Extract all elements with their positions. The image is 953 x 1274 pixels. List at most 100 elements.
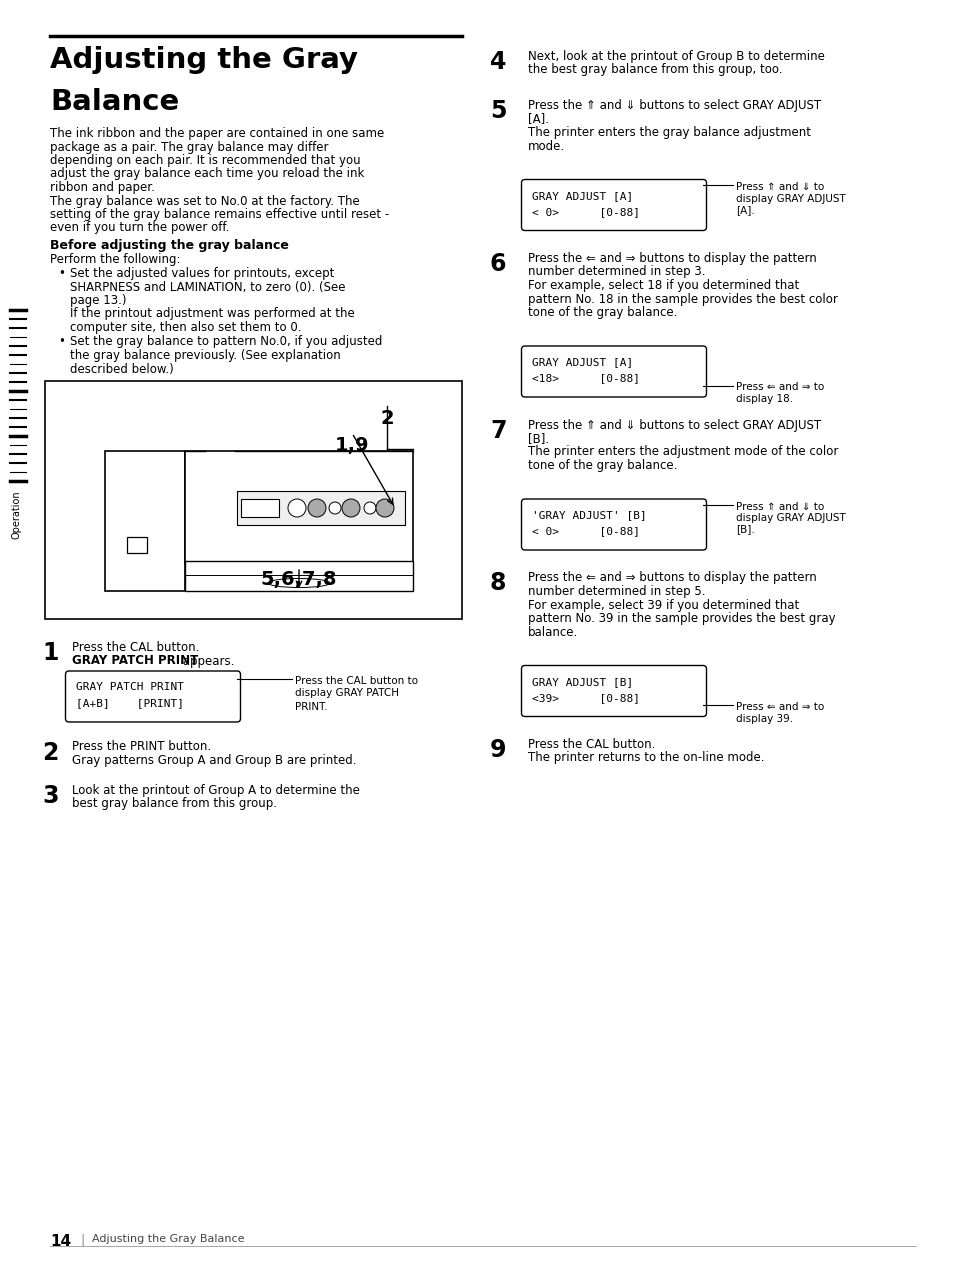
Text: GRAY PATCH PRINT: GRAY PATCH PRINT <box>76 683 184 693</box>
Text: depending on each pair. It is recommended that you: depending on each pair. It is recommende… <box>50 154 360 167</box>
Text: 'GRAY ADJUST' [B]: 'GRAY ADJUST' [B] <box>532 511 646 521</box>
Bar <box>127 538 147 553</box>
Text: Press ⇑ and ⇓ to: Press ⇑ and ⇓ to <box>735 182 823 192</box>
Text: adjust the gray balance each time you reload the ink: adjust the gray balance each time you re… <box>50 167 364 181</box>
Text: computer site, then also set them to 0.: computer site, then also set them to 0. <box>70 321 301 334</box>
Text: < 0>      [0-88]: < 0> [0-88] <box>532 206 639 217</box>
Text: 14: 14 <box>50 1235 71 1249</box>
Text: Press ⇐ and ⇒ to: Press ⇐ and ⇒ to <box>735 702 823 712</box>
Bar <box>241 499 278 517</box>
Text: [A+B]    [PRINT]: [A+B] [PRINT] <box>76 698 184 708</box>
Text: Press ⇑ and ⇓ to: Press ⇑ and ⇓ to <box>735 502 823 511</box>
Text: Press ⇐ and ⇒ to: Press ⇐ and ⇒ to <box>735 382 823 392</box>
Text: Operation: Operation <box>12 490 22 539</box>
Text: balance.: balance. <box>527 626 578 638</box>
Bar <box>236 490 405 525</box>
Text: 7: 7 <box>490 418 506 442</box>
Text: Set the gray balance to pattern No.0, if you adjusted: Set the gray balance to pattern No.0, if… <box>70 335 382 349</box>
Text: Press the CAL button to: Press the CAL button to <box>294 675 417 685</box>
Text: described below.): described below.) <box>70 363 173 376</box>
Text: <39>      [0-88]: <39> [0-88] <box>532 693 639 703</box>
Text: GRAY PATCH PRINT: GRAY PATCH PRINT <box>71 655 198 668</box>
Text: Next, look at the printout of Group B to determine: Next, look at the printout of Group B to… <box>527 50 824 62</box>
Circle shape <box>308 499 326 517</box>
Bar <box>105 451 185 591</box>
Text: Press the ⇐ and ⇒ buttons to display the pattern: Press the ⇐ and ⇒ buttons to display the… <box>527 252 816 265</box>
FancyBboxPatch shape <box>521 180 706 231</box>
Text: tone of the gray balance.: tone of the gray balance. <box>527 459 677 471</box>
Text: package as a pair. The gray balance may differ: package as a pair. The gray balance may … <box>50 140 328 153</box>
Text: The gray balance was set to No.0 at the factory. The: The gray balance was set to No.0 at the … <box>50 195 359 208</box>
Text: pattern No. 39 in the sample provides the best gray: pattern No. 39 in the sample provides th… <box>527 612 835 626</box>
Text: 1: 1 <box>42 641 58 665</box>
Circle shape <box>375 499 394 517</box>
Text: display GRAY ADJUST: display GRAY ADJUST <box>735 513 845 524</box>
Text: page 13.): page 13.) <box>70 294 127 307</box>
Text: Balance: Balance <box>50 88 179 116</box>
Text: 9: 9 <box>490 738 506 762</box>
Text: For example, select 18 if you determined that: For example, select 18 if you determined… <box>527 279 799 292</box>
Text: best gray balance from this group.: best gray balance from this group. <box>71 798 276 810</box>
Text: For example, select 39 if you determined that: For example, select 39 if you determined… <box>527 599 799 612</box>
Text: GRAY ADJUST [A]: GRAY ADJUST [A] <box>532 191 633 201</box>
Text: The printer enters the gray balance adjustment: The printer enters the gray balance adju… <box>527 126 810 139</box>
Text: number determined in step 3.: number determined in step 3. <box>527 265 705 279</box>
Text: Before adjusting the gray balance: Before adjusting the gray balance <box>50 240 289 252</box>
Text: If the printout adjustment was performed at the: If the printout adjustment was performed… <box>70 307 355 321</box>
Circle shape <box>341 499 359 517</box>
Text: The printer returns to the on-line mode.: The printer returns to the on-line mode. <box>527 752 763 764</box>
Ellipse shape <box>268 578 330 587</box>
Text: <18>      [0-88]: <18> [0-88] <box>532 373 639 383</box>
FancyBboxPatch shape <box>521 347 706 397</box>
Text: appears.: appears. <box>179 655 234 668</box>
Text: Adjusting the Gray Balance: Adjusting the Gray Balance <box>91 1235 244 1243</box>
Circle shape <box>364 502 375 513</box>
Text: The ink ribbon and the paper are contained in one same: The ink ribbon and the paper are contain… <box>50 127 384 140</box>
Text: mode.: mode. <box>527 139 564 153</box>
Text: display 39.: display 39. <box>735 713 792 724</box>
Text: Press the CAL button.: Press the CAL button. <box>71 641 199 654</box>
Text: number determined in step 5.: number determined in step 5. <box>527 585 705 598</box>
Text: 5,6,7,8: 5,6,7,8 <box>260 569 337 589</box>
Text: display GRAY PATCH: display GRAY PATCH <box>294 688 398 698</box>
Text: Gray patterns Group A and Group B are printed.: Gray patterns Group A and Group B are pr… <box>71 754 356 767</box>
Text: 2: 2 <box>380 409 394 428</box>
Text: 5: 5 <box>490 99 506 124</box>
Text: Set the adjusted values for printouts, except: Set the adjusted values for printouts, e… <box>70 268 334 280</box>
Text: Perform the following:: Perform the following: <box>50 254 180 266</box>
Text: ribbon and paper.: ribbon and paper. <box>50 181 154 194</box>
Text: [B].: [B]. <box>735 525 754 535</box>
Text: GRAY ADJUST [A]: GRAY ADJUST [A] <box>532 358 633 367</box>
Text: pattern No. 18 in the sample provides the best color: pattern No. 18 in the sample provides th… <box>527 293 837 306</box>
Circle shape <box>288 499 306 517</box>
Text: SHARPNESS and LAMINATION, to zero (0). (See: SHARPNESS and LAMINATION, to zero (0). (… <box>70 280 345 293</box>
Text: •: • <box>58 335 65 349</box>
Text: Press the CAL button.: Press the CAL button. <box>527 738 655 750</box>
Text: the gray balance previously. (See explanation: the gray balance previously. (See explan… <box>70 349 340 362</box>
Text: PRINT.: PRINT. <box>294 702 327 711</box>
Text: Press the ⇑ and ⇓ buttons to select GRAY ADJUST: Press the ⇑ and ⇓ buttons to select GRAY… <box>527 99 821 112</box>
Bar <box>45 381 461 619</box>
Text: display 18.: display 18. <box>735 394 792 404</box>
Bar <box>185 561 413 591</box>
Text: 3: 3 <box>42 784 58 808</box>
Text: Press the ⇑ and ⇓ buttons to select GRAY ADJUST: Press the ⇑ and ⇓ buttons to select GRAY… <box>527 418 821 432</box>
FancyBboxPatch shape <box>521 499 706 550</box>
Text: Look at the printout of Group A to determine the: Look at the printout of Group A to deter… <box>71 784 359 798</box>
Text: tone of the gray balance.: tone of the gray balance. <box>527 306 677 318</box>
Text: Adjusting the Gray: Adjusting the Gray <box>50 46 357 74</box>
Text: setting of the gray balance remains effective until reset -: setting of the gray balance remains effe… <box>50 208 389 220</box>
Text: 6: 6 <box>490 252 506 276</box>
Text: 1,9: 1,9 <box>335 436 369 455</box>
Bar <box>185 451 413 563</box>
Text: |: | <box>80 1235 84 1247</box>
FancyBboxPatch shape <box>66 671 240 722</box>
Text: Press the ⇐ and ⇒ buttons to display the pattern: Press the ⇐ and ⇒ buttons to display the… <box>527 572 816 585</box>
Text: •: • <box>58 268 65 280</box>
Text: display GRAY ADJUST: display GRAY ADJUST <box>735 194 845 204</box>
Text: 2: 2 <box>42 740 58 764</box>
Text: The printer enters the adjustment mode of the color: The printer enters the adjustment mode o… <box>527 446 838 459</box>
Text: the best gray balance from this group, too.: the best gray balance from this group, t… <box>527 64 781 76</box>
Text: < 0>      [0-88]: < 0> [0-88] <box>532 526 639 536</box>
Text: even if you turn the power off.: even if you turn the power off. <box>50 222 229 234</box>
